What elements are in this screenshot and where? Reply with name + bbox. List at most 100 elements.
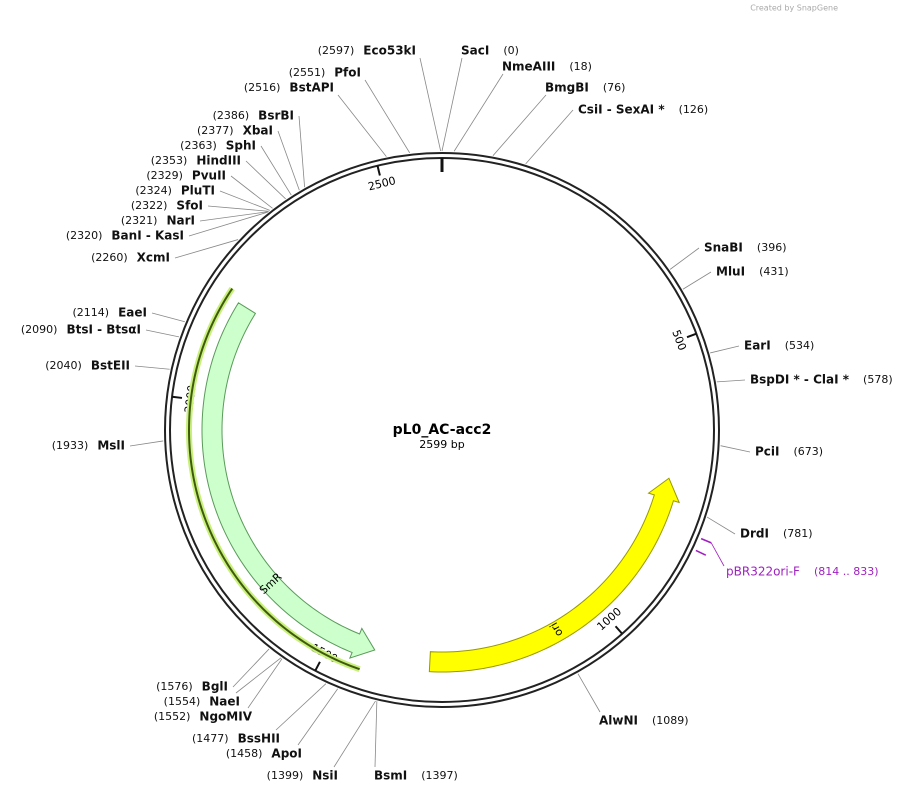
- site-leader: [230, 175, 273, 209]
- site-name: EaeI: [118, 306, 147, 320]
- site-leader: [453, 73, 504, 152]
- site-name: BglI: [202, 680, 228, 694]
- site-leader: [525, 109, 574, 165]
- site-name: EarI: [744, 339, 771, 353]
- site-leader: [441, 57, 463, 152]
- site-leader: [245, 160, 286, 200]
- site-name: PvuII: [192, 169, 226, 183]
- site-position: (2597): [318, 44, 355, 57]
- site-name: BstEII: [91, 359, 130, 373]
- site-leader: [337, 94, 387, 157]
- site-position: (2516): [244, 81, 281, 94]
- site-position: (2329): [146, 169, 183, 182]
- plasmid-length: 2599 bp: [419, 438, 464, 451]
- site-leader: [260, 145, 292, 196]
- primer-leader: [710, 542, 725, 567]
- primer-mark: [695, 549, 707, 556]
- site-position: (396): [757, 241, 787, 254]
- site-leader: [298, 115, 305, 188]
- site-position: (2320): [66, 229, 103, 242]
- site-position: (1576): [156, 680, 193, 693]
- site-leader: [720, 445, 751, 453]
- site-position: (578): [863, 373, 893, 386]
- site-position: (673): [794, 445, 824, 458]
- tick-mark: [171, 395, 183, 399]
- site-name: NgoMIV: [199, 710, 252, 724]
- primer-range: (814 .. 833): [814, 565, 879, 578]
- site-name: PciI: [755, 445, 780, 459]
- site-position: (1477): [192, 732, 229, 745]
- site-name: AlwNI: [599, 714, 638, 728]
- site-position: (76): [603, 81, 626, 94]
- site-leader: [199, 211, 269, 222]
- site-position: (1399): [267, 769, 304, 782]
- site-position: (781): [783, 527, 813, 540]
- tick-label: 500: [669, 328, 689, 352]
- site-position: (1089): [652, 714, 689, 727]
- site-name: MluI: [716, 265, 745, 279]
- site-position: (2322): [131, 199, 168, 212]
- site-leader: [134, 365, 170, 370]
- site-position: (2363): [180, 139, 217, 152]
- site-leader: [151, 312, 185, 323]
- site-leader: [235, 657, 282, 694]
- site-position: (1552): [154, 710, 191, 723]
- site-name: BsmI: [374, 769, 407, 783]
- plasmid-name: pL0_AC-acc2: [393, 422, 492, 438]
- site-name: SfoI: [176, 199, 203, 213]
- site-position: (2090): [21, 323, 58, 336]
- site-leader: [669, 247, 700, 270]
- site-leader: [219, 190, 271, 211]
- site-position: (2040): [45, 359, 82, 372]
- site-position: (2377): [197, 124, 234, 137]
- site-name: BmgBI: [545, 81, 589, 95]
- ori-label: ori: [547, 620, 565, 639]
- primer-name: pBR322ori-F: [726, 565, 800, 579]
- site-position: (1397): [421, 769, 458, 782]
- site-name: BtsI - BtsαI: [66, 323, 141, 337]
- site-position: (2321): [121, 214, 158, 227]
- ori-arrow: [428, 477, 681, 673]
- site-name: SnaBI: [704, 241, 743, 255]
- site-name: MslI: [97, 439, 125, 453]
- site-leader: [492, 94, 547, 156]
- site-position: (534): [785, 339, 815, 352]
- site-name: HindIII: [196, 154, 241, 168]
- backbone-outer: [164, 152, 720, 708]
- tick-mark: [314, 661, 321, 672]
- site-leader: [174, 239, 239, 259]
- site-name: NarI: [166, 214, 195, 228]
- site-position: (126): [679, 103, 709, 116]
- site-leader: [364, 79, 411, 154]
- site-name: PfoI: [334, 66, 361, 80]
- tick-mark: [376, 165, 381, 176]
- site-name: ApoI: [271, 747, 302, 761]
- site-name: XcmI: [137, 251, 170, 265]
- site-leader: [577, 673, 601, 713]
- site-leader: [710, 345, 740, 354]
- smr-arrow: [201, 302, 376, 659]
- watermark: Created by SnapGene: [750, 4, 838, 13]
- site-leader: [333, 700, 376, 768]
- site-leader: [188, 211, 268, 237]
- tick-mark: [614, 625, 623, 635]
- site-name: CsiI - SexAI *: [578, 103, 665, 117]
- site-position: (431): [759, 265, 789, 278]
- site-leader: [716, 379, 746, 383]
- tick-label: 2500: [367, 174, 397, 193]
- site-leader: [297, 688, 339, 746]
- site-position: (1554): [164, 695, 201, 708]
- site-leader: [419, 57, 442, 152]
- site-leader: [247, 658, 283, 709]
- site-position: (18): [569, 60, 592, 73]
- site-position: (2324): [135, 184, 172, 197]
- site-leader: [277, 130, 300, 191]
- site-position: (1458): [226, 747, 263, 760]
- site-name: SacI: [461, 44, 489, 58]
- site-position: (2114): [73, 306, 110, 319]
- site-leader: [145, 329, 180, 338]
- feature-line: [187, 287, 360, 671]
- site-name: DrdI: [740, 527, 769, 541]
- site-name: BsrBI: [258, 109, 294, 123]
